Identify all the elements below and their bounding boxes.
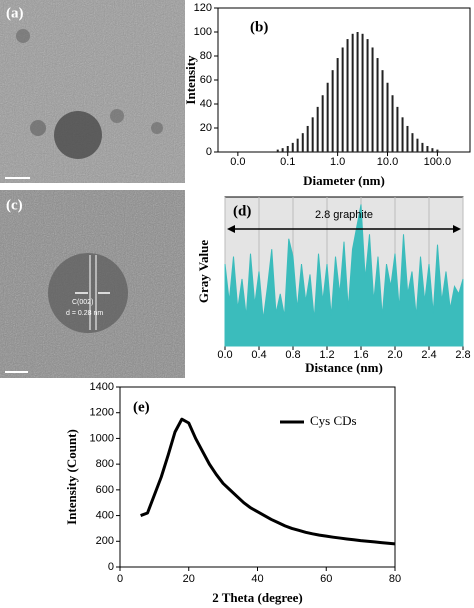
line [140,417,396,546]
bar [341,47,344,153]
bar [426,146,429,152]
x-axis-label: 2 Theta (degree) [212,590,303,605]
bar [351,33,354,152]
bar [316,106,319,152]
x-tick-label: 2.4 [421,349,436,361]
x-tick-label: 80 [389,573,401,585]
panel-label: (c) [6,197,23,213]
y-axis-label: Intensity [183,55,198,105]
bar [431,148,434,152]
bar [286,146,289,152]
y-tick-label: 400 [96,509,114,521]
x-tick-label: 40 [251,573,263,585]
bar [321,95,324,152]
y-tick-label: 200 [96,535,114,547]
x-tick-label: 0 [117,573,123,585]
x-axis-label: Diameter (nm) [303,173,385,188]
x-tick-label: 0.1 [280,156,295,168]
panel-label: (e) [133,399,150,415]
bar [326,82,329,152]
bar [311,117,314,152]
bar [386,82,389,152]
y-tick-label: 40 [200,98,212,110]
bar [301,133,304,152]
bar [411,133,414,152]
y-tick-label: 800 [96,458,114,470]
bar [421,142,424,152]
x-tick-label: 0.0 [217,349,232,361]
y-tick-label: 80 [200,50,212,62]
bar [381,70,384,152]
y-tick-label: 1200 [90,407,114,419]
tem-image-a: (a) [0,0,185,183]
y-tick-label: 1400 [90,381,114,393]
bar [361,33,364,152]
bar [371,47,374,153]
y-tick-label: 0 [206,146,212,158]
bar [276,149,279,152]
panel-label: (b) [250,19,268,35]
y-axis-label: Intensity (Count) [64,429,79,525]
x-tick-label: 1.6 [353,349,368,361]
tem-image-c: (c) C(002) d = 0.28 nm [0,190,185,378]
bar [356,32,359,152]
area [224,204,464,347]
y-tick-label: 60 [200,74,212,86]
bar [331,70,334,152]
bar [366,39,369,152]
legend-label: Cys CDs [310,413,357,428]
bar [396,106,399,152]
bar [376,58,379,152]
bar [346,39,349,152]
x-tick-label: 10.0 [377,156,398,168]
x-tick-label: 60 [320,573,332,585]
x-tick-label: 2.0 [387,349,402,361]
bar [291,142,294,152]
y-tick-label: 20 [200,122,212,134]
y-tick-label: 120 [194,2,212,14]
bar [401,117,404,152]
y-tick-label: 600 [96,484,114,496]
x-tick-label: 1.0 [330,156,345,168]
bar [306,125,309,152]
bar [416,138,419,152]
y-tick-label: 100 [194,26,212,38]
panel-label: (a) [6,5,24,21]
annotation: 2.8 graphite [315,209,373,221]
bar [281,148,284,152]
y-tick-label: 1000 [90,432,114,444]
bar [336,58,339,152]
x-tick-label: 2.8 [455,349,470,361]
bar [406,125,409,152]
x-axis-label: Distance (nm) [305,360,383,375]
x-tick-label: 1.2 [319,349,334,361]
bar [391,95,394,152]
panel-label: (d) [233,203,251,219]
image-annotation: C(002) [72,299,93,306]
x-tick-label: 0.0 [230,156,245,168]
y-tick-label: 0 [108,561,114,573]
bar [436,149,439,152]
x-tick-label: 0.8 [285,349,300,361]
image-annotation: d = 0.28 nm [66,310,103,317]
bar [296,138,299,152]
x-tick-label: 0.4 [251,349,266,361]
x-tick-label: 20 [183,573,195,585]
y-axis-label: Gray Value [196,240,211,303]
x-tick-label: 100.0 [424,156,452,168]
